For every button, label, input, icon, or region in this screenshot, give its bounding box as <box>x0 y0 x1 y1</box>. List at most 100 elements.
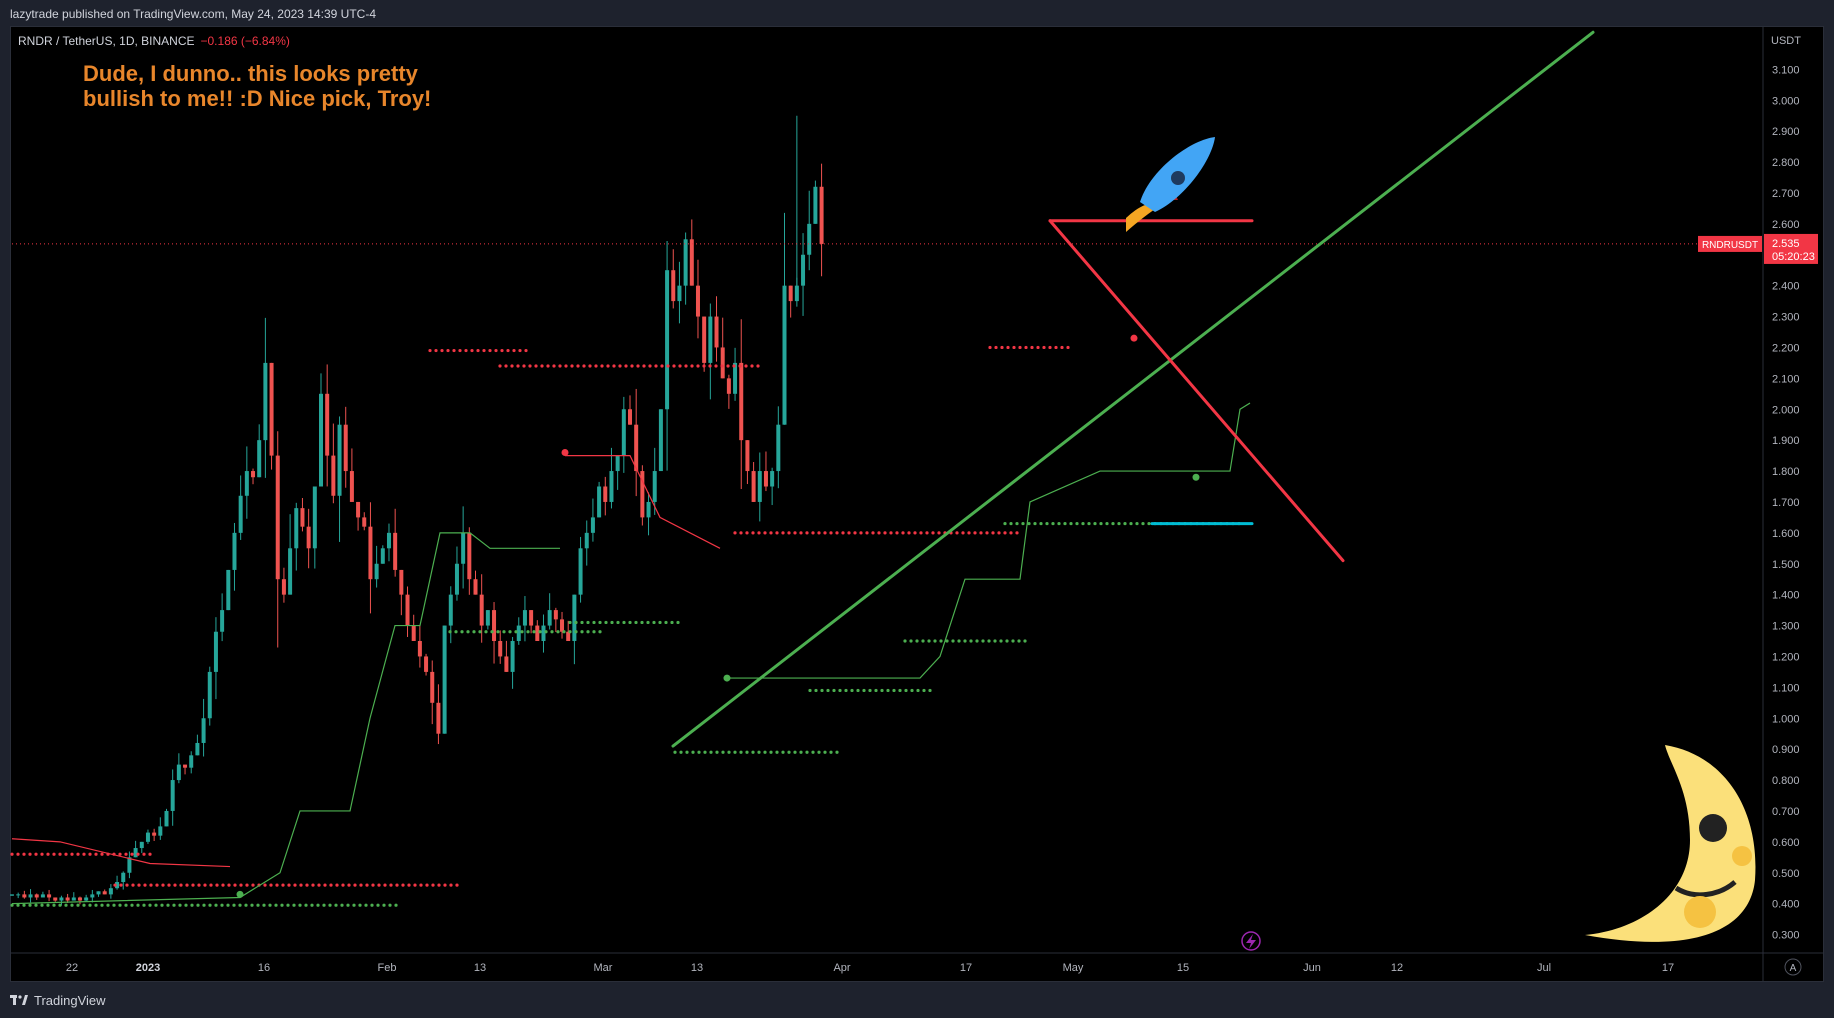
candle-body[interactable] <box>90 894 95 898</box>
candle-body[interactable] <box>263 362 268 441</box>
candle-body[interactable] <box>176 764 181 781</box>
candle-body[interactable] <box>788 285 793 302</box>
candle-body[interactable] <box>695 285 700 317</box>
candle-body[interactable] <box>275 455 280 580</box>
candle-body[interactable] <box>473 579 478 595</box>
candle-body[interactable] <box>646 501 651 518</box>
candle-body[interactable] <box>807 223 812 255</box>
candle-body[interactable] <box>34 894 39 898</box>
candle-body[interactable] <box>189 755 194 768</box>
candle-body[interactable] <box>547 610 552 626</box>
candle-body[interactable] <box>417 641 422 657</box>
candle-body[interactable] <box>337 424 342 496</box>
candle-body[interactable] <box>454 563 459 595</box>
candle-body[interactable] <box>553 610 558 620</box>
candle-body[interactable] <box>763 471 768 487</box>
lightning-icon[interactable] <box>1241 931 1261 951</box>
candle-body[interactable] <box>677 285 682 302</box>
symbol-legend[interactable]: RNDR / TetherUS, 1D, BINANCE −0.186 (−6.8… <box>18 34 290 48</box>
candle-body[interactable] <box>226 569 231 611</box>
candle-body[interactable] <box>145 832 150 842</box>
candle-body[interactable] <box>485 610 490 626</box>
candle-body[interactable] <box>726 378 731 394</box>
candle-body[interactable] <box>213 631 218 672</box>
candle-body[interactable] <box>362 517 367 527</box>
candle-body[interactable] <box>232 532 237 570</box>
candle-body[interactable] <box>28 894 33 898</box>
candle-body[interactable] <box>819 186 824 244</box>
candle-body[interactable] <box>578 548 583 595</box>
candle-body[interactable] <box>634 424 639 472</box>
candle-body[interactable] <box>757 471 762 502</box>
candle-body[interactable] <box>238 495 243 533</box>
candle-body[interactable] <box>603 486 608 502</box>
candle-body[interactable] <box>77 897 82 901</box>
auto-scale-button[interactable] <box>1784 958 1802 976</box>
candle-body[interactable] <box>782 285 787 425</box>
candle-body[interactable] <box>776 424 781 472</box>
candle-body[interactable] <box>319 393 323 487</box>
candle-body[interactable] <box>393 532 398 570</box>
candle-body[interactable] <box>331 455 336 496</box>
candle-body[interactable] <box>343 424 348 472</box>
candle-body[interactable] <box>597 486 602 518</box>
candle-body[interactable] <box>405 594 410 626</box>
candle-body[interactable] <box>40 894 45 898</box>
candle-body[interactable] <box>288 548 293 595</box>
candle-body[interactable] <box>164 810 169 827</box>
candle-body[interactable] <box>510 641 515 672</box>
candle-body[interactable] <box>529 610 534 626</box>
candle-body[interactable] <box>522 610 527 626</box>
candle-body[interactable] <box>424 656 429 672</box>
candle-body[interactable] <box>652 471 657 502</box>
candle-body[interactable] <box>195 742 200 756</box>
candle-body[interactable] <box>269 362 274 456</box>
candle-body[interactable] <box>380 548 385 564</box>
candle-body[interactable] <box>281 579 286 595</box>
candle-body[interactable] <box>84 897 89 901</box>
chart-frame[interactable] <box>10 26 1824 982</box>
candle-body[interactable] <box>590 517 595 533</box>
candle-body[interactable] <box>170 780 175 811</box>
candle-body[interactable] <box>53 897 58 901</box>
candle-body[interactable] <box>10 894 14 896</box>
candle-body[interactable] <box>201 718 206 743</box>
candle-body[interactable] <box>244 471 249 496</box>
candle-body[interactable] <box>16 894 21 896</box>
tradingview-logo[interactable]: TradingView <box>10 993 106 1008</box>
candle-body[interactable] <box>22 894 27 898</box>
candle-body[interactable] <box>739 362 744 441</box>
chart-annotation[interactable]: Dude, I dunno.. this looks pretty bullis… <box>83 61 431 111</box>
candle-body[interactable] <box>683 239 688 286</box>
candle-body[interactable] <box>640 471 645 518</box>
candle-body[interactable] <box>158 826 163 836</box>
candle-body[interactable] <box>411 625 416 641</box>
candle-body[interactable] <box>386 532 391 549</box>
candle-body[interactable] <box>665 270 670 410</box>
candle-body[interactable] <box>479 594 484 626</box>
candle-body[interactable] <box>183 764 188 768</box>
candle-body[interactable] <box>584 532 589 549</box>
candle-body[interactable] <box>368 526 373 580</box>
candle-body[interactable] <box>374 563 379 580</box>
candle-body[interactable] <box>813 186 818 224</box>
candle-body[interactable] <box>294 508 299 549</box>
candle-body[interactable] <box>300 508 305 527</box>
trendline-downtrend[interactable] <box>1048 219 1345 563</box>
candle-body[interactable] <box>621 409 626 456</box>
candle-body[interactable] <box>498 641 503 657</box>
candle-body[interactable] <box>220 610 225 632</box>
candle-body[interactable] <box>442 625 447 734</box>
candle-body[interactable] <box>349 471 354 502</box>
candle-body[interactable] <box>572 594 577 641</box>
candle-body[interactable] <box>671 270 676 302</box>
candle-body[interactable] <box>467 532 472 580</box>
candle-body[interactable] <box>356 501 361 518</box>
candle-body[interactable] <box>560 619 565 632</box>
candle-body[interactable] <box>108 888 113 895</box>
candle-body[interactable] <box>430 671 435 703</box>
candle-body[interactable] <box>436 702 441 734</box>
candle-body[interactable] <box>102 891 107 895</box>
candle-body[interactable] <box>702 316 707 363</box>
